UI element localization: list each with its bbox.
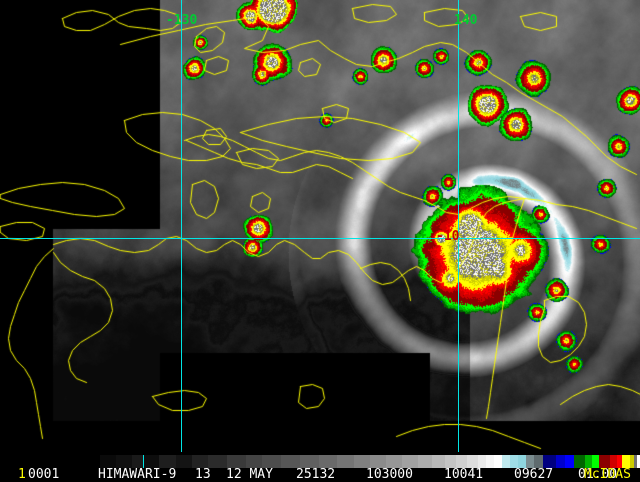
colorbar-segment (386, 455, 403, 468)
colorbar-segment (542, 455, 557, 468)
colorbar-segment (191, 455, 208, 468)
colorbar-segment (493, 455, 503, 468)
gridline-meridian-130 (181, 0, 182, 452)
colorbar-segment (456, 455, 467, 468)
colorbar-segment (636, 455, 640, 468)
caption-julian: 25132 (296, 467, 336, 482)
colorbar-segment (175, 455, 192, 468)
caption-archive-rest: 0001 (28, 467, 60, 482)
colorbar-segment (629, 455, 635, 468)
colorbar-segment (337, 455, 354, 468)
annotation-strip: 1 0001 HIMAWARI-9 13 12 MAY 25132 103000 10041 0… (0, 452, 640, 482)
colorbar-segment (245, 455, 262, 468)
colorbar-segment (280, 455, 300, 468)
colorbar-segment (573, 455, 585, 468)
colorbar-segment (634, 455, 637, 468)
colorbar-segment (445, 455, 457, 468)
caption-line: 1 0001 HIMAWARI-9 13 12 MAY 25132 103000 10041 0… (0, 467, 640, 482)
colorbar-segment (565, 455, 574, 468)
colorbar-segment (226, 455, 246, 468)
colorbar-segment (116, 455, 133, 468)
colorbar-segment (584, 455, 593, 468)
caption-band: 13 (195, 467, 211, 482)
colorbar-segment (466, 455, 478, 468)
colorbar-segment (526, 455, 535, 468)
colorbar-segment (143, 455, 160, 468)
enhancement-colorbar[interactable] (100, 455, 640, 468)
colorbar-segment (261, 455, 281, 468)
caption-sector: 09627 (514, 467, 554, 482)
colorbar-segment (477, 455, 486, 468)
colorbar-segment (485, 455, 494, 468)
colorbar-segment (518, 455, 527, 468)
colorbar-segment (132, 455, 144, 468)
grid-label-parallel-10: -10 (436, 229, 460, 244)
colorbar-segment (431, 455, 446, 468)
infrared-satellite-image[interactable] (0, 0, 640, 452)
colorbar-segment (318, 455, 338, 468)
colorbar-segment (369, 455, 387, 468)
colorbar-segment (159, 455, 176, 468)
caption-time: 103000 (366, 467, 413, 482)
grid-label-meridian-140: 140 (454, 13, 478, 28)
colorbar-segment (100, 455, 117, 468)
colorbar-segment (592, 455, 600, 468)
caption-resolution: 01.00 (578, 467, 618, 482)
caption-satellite: HIMAWARI-9 (98, 467, 177, 482)
colorbar-segment (402, 455, 419, 468)
caption-date: 12 MAY (226, 467, 273, 482)
gridline-parallel-10 (0, 238, 640, 239)
colorbar-segment (207, 455, 227, 468)
colorbar-segment (353, 455, 370, 468)
caption-frame: 10041 (444, 467, 484, 482)
colorbar-segment (418, 455, 432, 468)
gridline-meridian-140 (458, 0, 459, 452)
colorbar-segment (556, 455, 566, 468)
colorbar-segment (617, 455, 623, 468)
colorbar-segment (510, 455, 519, 468)
colorbar-segment (622, 455, 630, 468)
colorbar-segment (534, 455, 543, 468)
caption-archive-prefix: 1 (18, 467, 26, 482)
satellite-image-area[interactable]: -130 140 -10 (0, 0, 640, 452)
grid-label-meridian-130: -130 (166, 13, 198, 28)
caption-brand: McIDAS (584, 467, 631, 482)
colorbar-segment (502, 455, 511, 468)
colorbar-segment (609, 455, 617, 468)
colorbar-segment (599, 455, 610, 468)
colorbar-tick-marker (143, 455, 144, 468)
colorbar-segment (299, 455, 319, 468)
